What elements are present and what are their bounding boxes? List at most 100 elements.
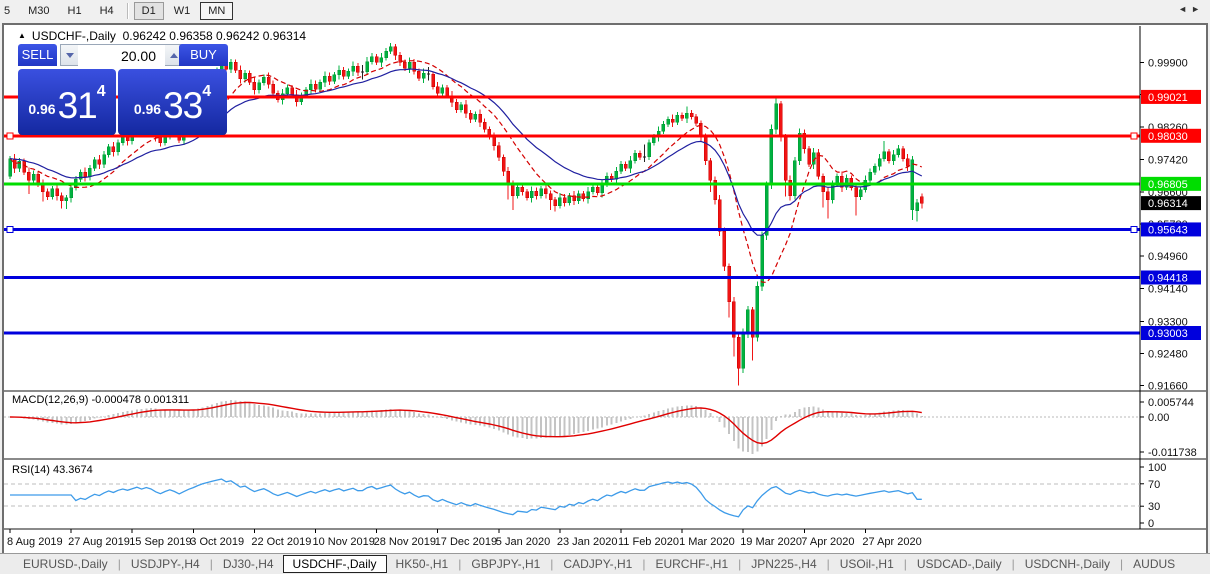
tab-CADJPY-,H1[interactable]: CADJPY-,H1 xyxy=(563,557,633,571)
svg-text:0.99900: 0.99900 xyxy=(1148,57,1188,69)
panel-separators xyxy=(4,390,1206,531)
tab-divider: | xyxy=(826,557,830,571)
svg-text:0.96314: 0.96314 xyxy=(1148,198,1188,210)
svg-text:15 Sep 2019: 15 Sep 2019 xyxy=(129,536,191,548)
svg-text:8 Aug 2019: 8 Aug 2019 xyxy=(7,536,63,548)
tab-divider: | xyxy=(1011,557,1015,571)
svg-text:27 Aug 2019: 27 Aug 2019 xyxy=(68,536,130,548)
buy-price-big: 33 xyxy=(163,85,203,126)
svg-text:0.91660: 0.91660 xyxy=(1148,381,1188,393)
tab-USDCAD-,Daily[interactable]: USDCAD-,Daily xyxy=(916,557,1002,571)
timeframe-toolbar: 5 M30 H1 H4 D1 W1 MN xyxy=(0,0,1210,22)
svg-text:7 Apr 2020: 7 Apr 2020 xyxy=(801,536,854,548)
scroll-right-icon[interactable]: ► xyxy=(1191,4,1204,14)
tab-GBPJPY-,H1[interactable]: GBPJPY-,H1 xyxy=(471,557,541,571)
tab-AUDUS[interactable]: AUDUS xyxy=(1133,557,1176,571)
toolbar-separator xyxy=(126,3,129,19)
svg-text:3 Oct 2019: 3 Oct 2019 xyxy=(190,536,244,548)
tab-USDJPY-,H4[interactable]: USDJPY-,H4 xyxy=(130,557,200,571)
svg-text:RSI(14) 43.3674: RSI(14) 43.3674 xyxy=(12,464,93,476)
svg-text:0.99021: 0.99021 xyxy=(1148,92,1188,104)
tab-divider: | xyxy=(738,557,742,571)
tab-DJ30-,H4[interactable]: DJ30-,H4 xyxy=(222,557,274,571)
timeframe-W1[interactable]: W1 xyxy=(173,5,191,17)
tab-JPN225-,H4[interactable]: JPN225-,H4 xyxy=(751,557,817,571)
tab-scroll-arrows[interactable]: ◄► xyxy=(1178,4,1204,14)
timeframe-H4[interactable]: H4 xyxy=(99,5,114,17)
svg-text:0.95643: 0.95643 xyxy=(1148,224,1188,236)
svg-text:11 Feb 2020: 11 Feb 2020 xyxy=(618,536,679,548)
svg-text:0.97420: 0.97420 xyxy=(1148,155,1188,167)
one-click-trade-panel: SELL BUY 0.96314 0.96334 xyxy=(18,44,228,137)
tab-divider: | xyxy=(209,557,213,571)
svg-text:27 Apr 2020: 27 Apr 2020 xyxy=(862,536,921,548)
svg-text:0.005744: 0.005744 xyxy=(1148,397,1194,409)
svg-text:28 Nov 2019: 28 Nov 2019 xyxy=(374,536,436,548)
tab-divider: | xyxy=(903,557,907,571)
chart-title: ▲ USDCHF-,Daily 0.96242 0.96358 0.96242 0… xyxy=(18,29,306,43)
macd-panel: MACD(12,26,9) -0.000478 0.001311 0.005744… xyxy=(4,394,1197,459)
svg-text:70: 70 xyxy=(1148,479,1160,491)
svg-text:0.94418: 0.94418 xyxy=(1148,272,1188,284)
svg-text:30: 30 xyxy=(1148,501,1160,513)
sell-price-sup: 4 xyxy=(96,83,106,100)
buy-price-button[interactable]: 0.96334 xyxy=(118,69,227,135)
svg-text:1 Mar 2020: 1 Mar 2020 xyxy=(679,536,735,548)
svg-text:0.93300: 0.93300 xyxy=(1148,316,1188,328)
volume-increase-button[interactable] xyxy=(165,45,182,65)
timeframe-M30[interactable]: M30 xyxy=(28,5,50,17)
sell-price-button[interactable]: 0.96314 xyxy=(18,69,116,135)
price-axis: 0.999000.990800.982600.974200.966000.957… xyxy=(1139,26,1201,529)
svg-text:0.98030: 0.98030 xyxy=(1148,131,1188,143)
svg-text:-0.011738: -0.011738 xyxy=(1148,447,1197,459)
svg-text:19 Mar 2020: 19 Mar 2020 xyxy=(740,536,802,548)
timeframe-H1[interactable]: H1 xyxy=(67,5,82,17)
tab-USDCNH-,Daily[interactable]: USDCNH-,Daily xyxy=(1024,557,1111,571)
timeframe-D1[interactable]: D1 xyxy=(133,2,164,20)
chart-tabbar: EURUSD-,Daily | USDJPY-,H4 | DJ30-,H4 USDCHF-… xyxy=(0,553,1210,574)
volume-stepper xyxy=(60,44,183,67)
tab-EURUSD-,Daily[interactable]: EURUSD-,Daily xyxy=(23,557,108,571)
ma-blue-solid xyxy=(9,68,923,236)
tab-divider: | xyxy=(550,557,554,571)
svg-text:5 Jan 2020: 5 Jan 2020 xyxy=(496,536,550,548)
svg-text:10 Nov 2019: 10 Nov 2019 xyxy=(313,536,375,548)
svg-text:0.94960: 0.94960 xyxy=(1148,251,1188,263)
tab-divider: | xyxy=(117,557,121,571)
tab-divider: | xyxy=(1120,557,1124,571)
chart-symbol-label: USDCHF-,Daily xyxy=(31,29,116,43)
volume-decrease-button[interactable] xyxy=(61,45,78,65)
tab-USOil-,H1[interactable]: USOil-,H1 xyxy=(839,557,894,571)
svg-text:0.00: 0.00 xyxy=(1148,412,1169,424)
arrow-up-icon xyxy=(169,52,178,58)
sell-button[interactable]: SELL xyxy=(18,44,57,66)
scroll-left-icon[interactable]: ◄ xyxy=(1178,4,1192,14)
svg-text:0.93003: 0.93003 xyxy=(1148,328,1188,340)
svg-text:17 Dec 2019: 17 Dec 2019 xyxy=(435,536,497,548)
timeframe-MN[interactable]: MN xyxy=(200,2,234,20)
svg-text:0.96805: 0.96805 xyxy=(1148,179,1188,191)
buy-price-sup: 4 xyxy=(202,83,212,100)
tab-EURCHF-,H1[interactable]: EURCHF-,H1 xyxy=(655,557,729,571)
tab-HK50-,H1[interactable]: HK50-,H1 xyxy=(395,557,449,571)
sell-price-prefix: 0.96 xyxy=(28,101,56,117)
svg-text:22 Oct 2019: 22 Oct 2019 xyxy=(251,536,311,548)
svg-text:0: 0 xyxy=(1148,518,1154,530)
rsi-panel: RSI(14) 43.3674 100 70 30 0 xyxy=(4,462,1166,530)
chart-ohlc-values: 0.96242 0.96358 0.96242 0.96314 xyxy=(122,29,307,43)
collapse-arrow-icon[interactable]: ▲ xyxy=(18,31,26,40)
buy-price-prefix: 0.96 xyxy=(133,101,162,117)
tab-USDCHF-,Daily[interactable]: USDCHF-,Daily xyxy=(282,555,387,573)
svg-text:MACD(12,26,9) -0.000478 0.0013: MACD(12,26,9) -0.000478 0.001311 xyxy=(12,394,189,406)
buy-button[interactable]: BUY xyxy=(179,44,228,66)
svg-text:100: 100 xyxy=(1148,462,1166,474)
tab-divider: | xyxy=(458,557,462,571)
hline-objects xyxy=(4,95,1140,335)
timeframe-5[interactable]: 5 xyxy=(4,5,11,17)
arrow-down-icon xyxy=(65,52,74,58)
volume-input[interactable] xyxy=(78,45,165,67)
svg-text:23 Jan 2020: 23 Jan 2020 xyxy=(557,536,618,548)
svg-text:0.94140: 0.94140 xyxy=(1148,283,1188,295)
